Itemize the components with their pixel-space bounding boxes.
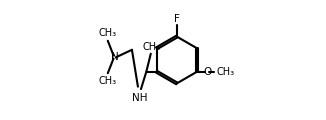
Text: F: F bbox=[174, 14, 180, 24]
Text: CH₃: CH₃ bbox=[142, 42, 160, 52]
Text: CH₃: CH₃ bbox=[98, 28, 117, 38]
Text: N: N bbox=[111, 52, 118, 62]
Text: CH₃: CH₃ bbox=[98, 76, 117, 86]
Text: O: O bbox=[203, 67, 211, 77]
Text: NH: NH bbox=[132, 93, 147, 103]
Text: CH₃: CH₃ bbox=[216, 67, 234, 77]
